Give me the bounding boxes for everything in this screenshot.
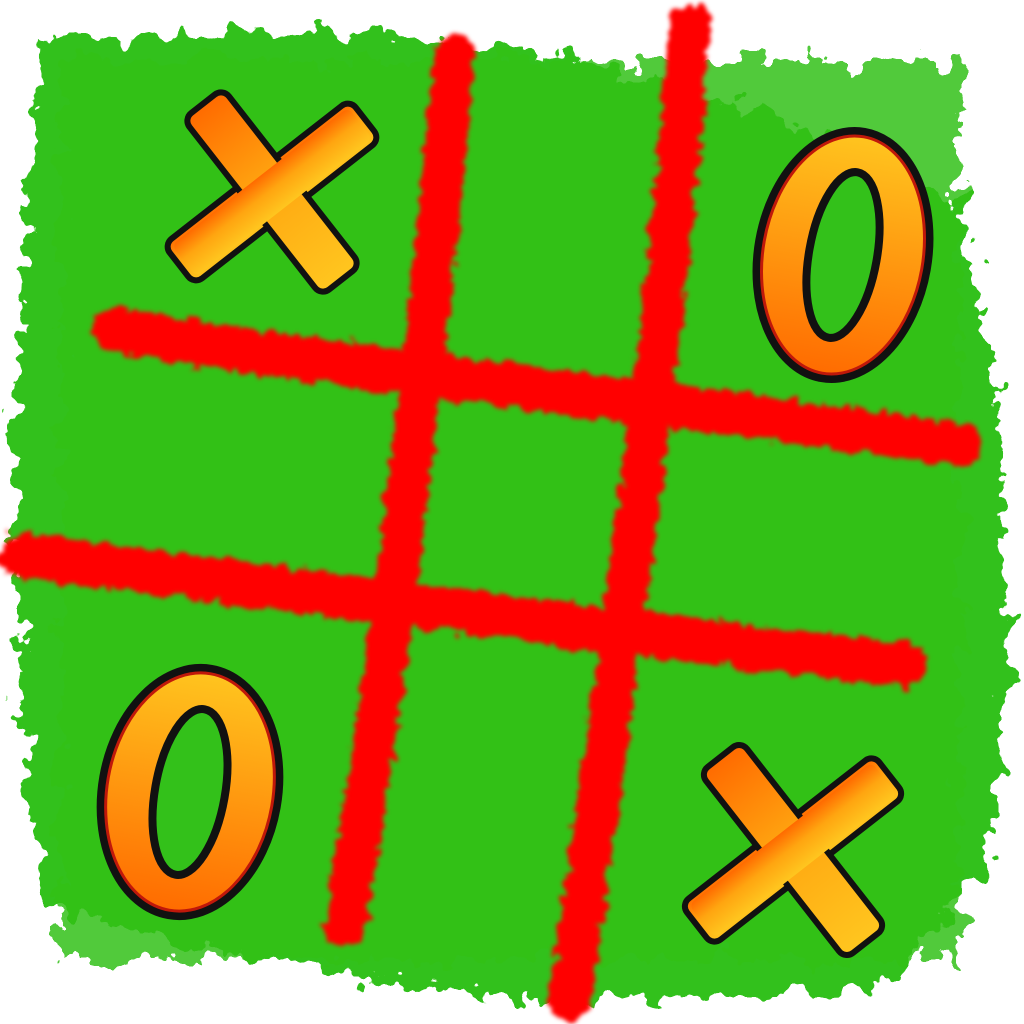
- o-mark-bottom-left: [96, 663, 284, 921]
- grid-line-horizontal-top: [93, 308, 982, 467]
- red-grid: [0, 4, 982, 1021]
- grid-line-vertical-right: [549, 4, 711, 1021]
- x-mark-top-left: [164, 89, 380, 295]
- x-mark-bottom-right: [681, 742, 905, 958]
- grid-line-vertical-left: [324, 34, 476, 946]
- o-mark-top-right: [752, 127, 934, 383]
- grid-line-horizontal-bottom: [0, 533, 927, 687]
